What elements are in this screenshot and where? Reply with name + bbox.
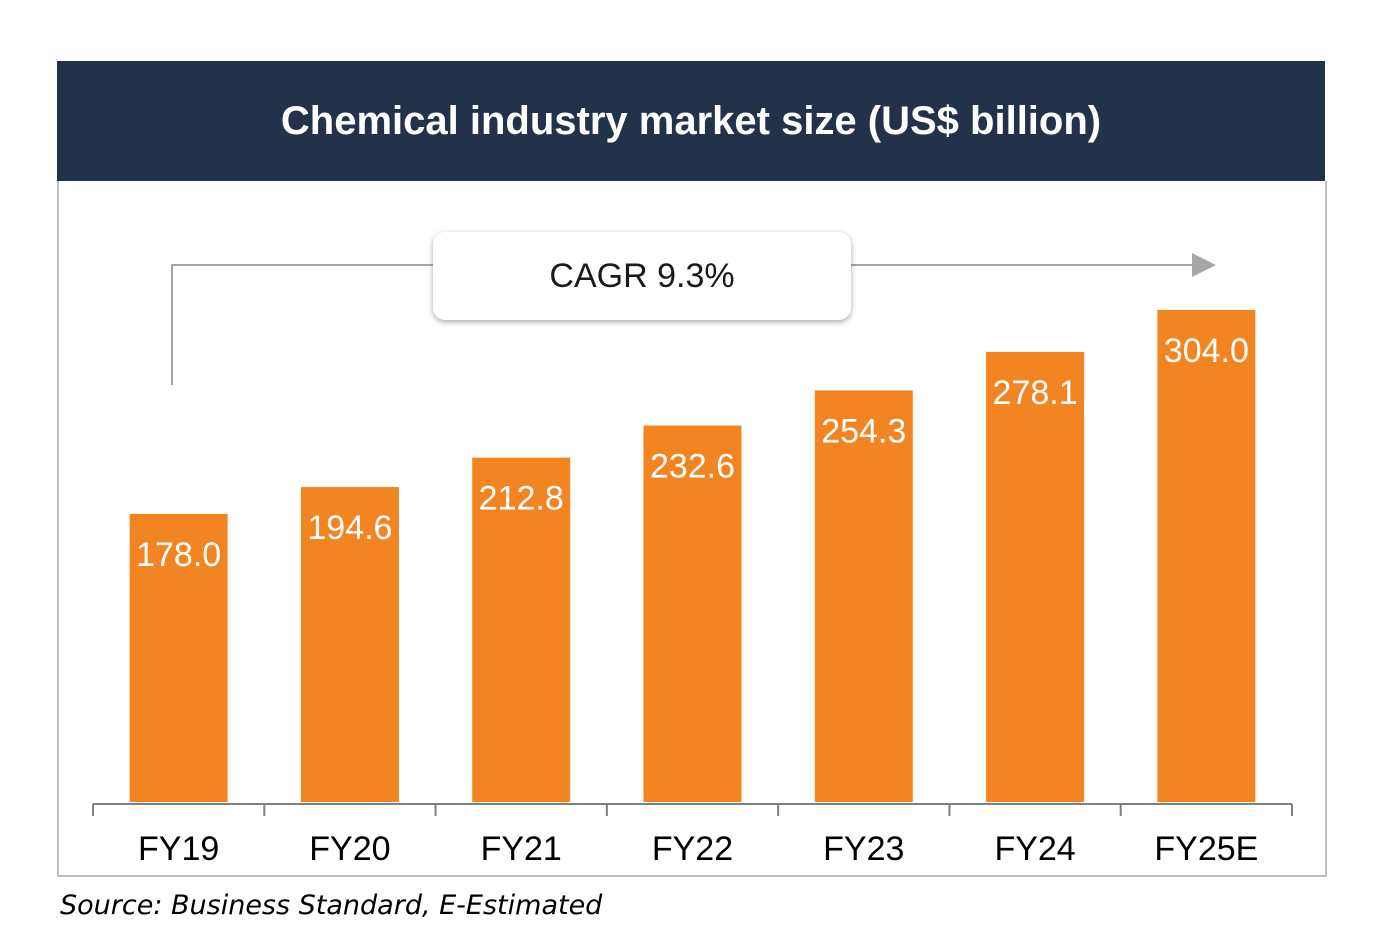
x-tick-label-fy22: FY22 (652, 830, 733, 868)
bar-fy21 (472, 457, 571, 802)
bar-fy23 (814, 390, 913, 802)
chart-frame (57, 181, 1327, 877)
x-tick-label-fy24: FY24 (994, 830, 1075, 868)
cagr-arrow (171, 253, 1216, 385)
cagr-annotation: CAGR 9.3% (433, 232, 851, 320)
data-label-fy21: 212.8 (479, 480, 564, 518)
bar-fy25e (1157, 310, 1256, 802)
x-tick-label-fy25e: FY25E (1154, 830, 1258, 868)
x-tick-label-fy21: FY21 (481, 830, 562, 868)
data-label-fy19: 178.0 (136, 536, 221, 574)
x-tick-label-fy20: FY20 (309, 830, 390, 868)
chart-title: Chemical industry market size (US$ billi… (57, 61, 1325, 181)
bar-fy22 (643, 425, 742, 802)
x-tick-label-fy23: FY23 (823, 830, 904, 868)
data-label-fy23: 254.3 (821, 412, 906, 450)
source-note: Source: Business Standard, E-Estimated (60, 890, 603, 921)
x-tick-label-fy19: FY19 (138, 830, 219, 868)
bar-fy24 (986, 351, 1085, 802)
bar-fy19 (129, 513, 228, 802)
data-label-fy22: 232.6 (650, 448, 735, 486)
bar-fy20 (300, 487, 399, 802)
data-label-fy20: 194.6 (307, 509, 392, 547)
data-label-fy25e: 304.0 (1164, 332, 1249, 370)
data-label-fy24: 278.1 (993, 374, 1078, 412)
